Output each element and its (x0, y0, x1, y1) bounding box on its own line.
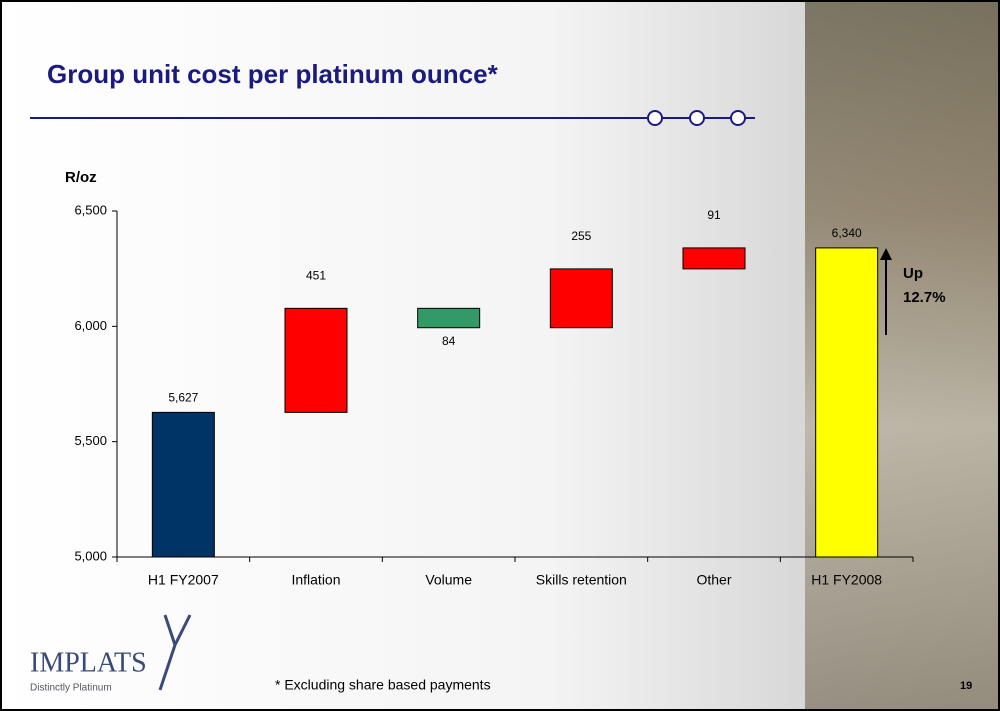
logo-tagline: Distinctly Platinum (30, 683, 112, 694)
x-tick-label: Skills retention (536, 572, 627, 588)
x-tick-label: Inflation (291, 572, 340, 588)
chart-title: Group unit cost per platinum ounce* (47, 59, 499, 89)
rule-dot (730, 110, 746, 126)
bar (417, 307, 481, 329)
value-label: 255 (571, 229, 591, 243)
y-tick-label: 5,000 (74, 548, 107, 563)
bar (815, 247, 879, 558)
rule-dot (647, 110, 663, 126)
x-tick-label: H1 FY2008 (811, 572, 882, 588)
footnote: * Excluding share based payments (275, 677, 491, 693)
logo-mark (158, 614, 192, 691)
logo-name: IMPLATS (30, 647, 147, 678)
value-label: 451 (306, 269, 326, 283)
value-label: 6,340 (832, 226, 862, 240)
value-label: 84 (442, 334, 456, 348)
y-axis-label: R/oz (65, 169, 97, 186)
value-label: 91 (707, 208, 721, 222)
rule-dot (689, 110, 705, 126)
y-tick-label: 5,500 (74, 433, 107, 448)
y-tick-label: 6,000 (74, 318, 107, 333)
x-tick-label: H1 FY2007 (148, 572, 219, 588)
bar (549, 268, 613, 329)
x-tick-label: Other (696, 572, 731, 588)
bar (682, 247, 746, 270)
bar (284, 307, 348, 413)
annotation: 12.7% (903, 289, 946, 306)
arrow-head (880, 248, 892, 260)
annotation: Up (903, 265, 923, 282)
x-tick-label: Volume (425, 572, 472, 588)
value-label: 5,627 (168, 391, 198, 405)
page-number: 19 (960, 680, 972, 692)
y-tick-label: 6,500 (74, 202, 107, 217)
bar (151, 411, 215, 558)
